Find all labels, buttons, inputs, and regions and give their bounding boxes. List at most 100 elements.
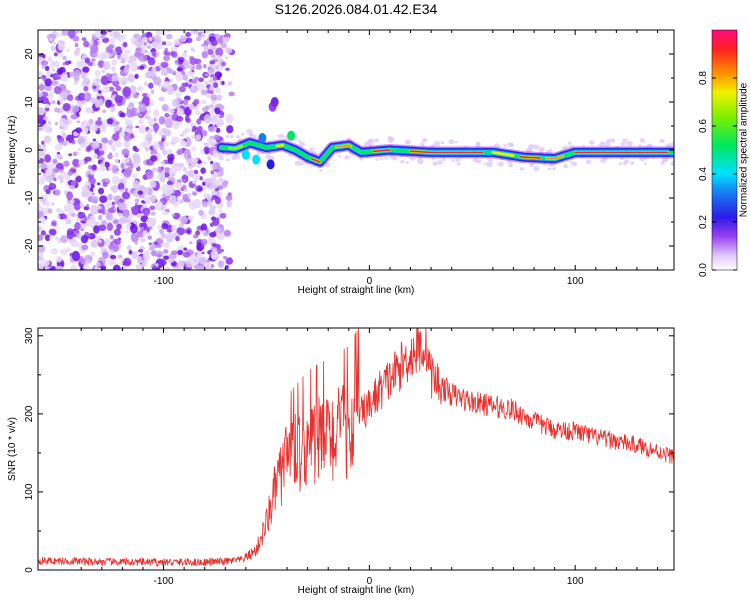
track-halo — [528, 144, 534, 149]
noise-speckle — [121, 148, 130, 156]
noise-speckle — [123, 132, 132, 142]
noise-speckle — [126, 108, 135, 118]
noise-speckle — [45, 189, 51, 195]
noise-speckle — [225, 47, 233, 54]
noise-speckle — [181, 82, 186, 87]
noise-speckle — [134, 198, 140, 203]
noise-speckle — [76, 120, 81, 124]
track-halo — [456, 162, 461, 166]
track-halo — [405, 161, 409, 164]
noise-speckle — [180, 216, 189, 225]
noise-speckle — [142, 55, 148, 61]
noise-speckle — [51, 68, 56, 72]
noise-speckle — [211, 54, 216, 59]
noise-speckle — [143, 41, 147, 46]
track-halo — [299, 161, 305, 166]
noise-speckle — [138, 103, 147, 112]
noise-speckle — [85, 259, 90, 264]
noise-speckle — [47, 120, 52, 125]
noise-speckle — [38, 251, 44, 258]
noise-speckle — [38, 205, 44, 212]
track-halo — [569, 160, 573, 164]
noise-speckle — [144, 72, 150, 79]
track-halo — [455, 158, 460, 162]
noise-speckle — [123, 141, 131, 149]
noise-speckle — [38, 225, 42, 233]
noise-speckle — [161, 223, 169, 230]
noise-speckle — [111, 75, 119, 82]
spectrogram-y-tick-label: -20 — [24, 238, 35, 253]
noise-speckle — [135, 125, 140, 129]
noise-speckle — [82, 66, 90, 73]
noise-speckle — [112, 124, 121, 132]
noise-speckle — [176, 108, 184, 116]
noise-speckle — [141, 32, 147, 37]
noise-speckle — [49, 37, 54, 42]
noise-speckle — [47, 93, 54, 100]
noise-speckle — [179, 141, 186, 146]
noise-speckle — [152, 141, 160, 151]
noise-speckle — [117, 254, 123, 259]
noise-speckle — [49, 265, 57, 270]
noise-speckle — [153, 122, 160, 131]
noise-speckle — [124, 118, 133, 126]
noise-speckle — [96, 182, 101, 186]
noise-speckle — [90, 239, 99, 248]
noise-speckle — [134, 37, 143, 48]
noise-speckle — [73, 80, 78, 86]
noise-speckle — [100, 34, 106, 40]
noise-speckle — [196, 118, 202, 125]
noise-speckle — [89, 97, 96, 104]
noise-speckle — [99, 195, 108, 204]
noise-speckle — [192, 180, 196, 184]
noise-speckle — [87, 255, 94, 261]
noise-speckle — [66, 230, 74, 240]
noise-speckle — [101, 265, 107, 270]
noise-speckle — [202, 160, 207, 165]
noise-speckle — [208, 208, 216, 216]
noise-speckle — [111, 175, 120, 185]
noise-speckle — [179, 34, 187, 43]
noise-speckle — [188, 165, 193, 170]
noise-speckle — [218, 209, 223, 213]
noise-speckle — [120, 188, 125, 193]
signal-core — [276, 144, 284, 147]
noise-speckle — [105, 73, 111, 78]
noise-speckle — [214, 87, 221, 94]
noise-speckle — [148, 226, 153, 230]
noise-speckle — [108, 244, 115, 250]
noise-speckle — [204, 73, 209, 77]
noise-speckle — [200, 32, 206, 39]
noise-speckle — [193, 169, 199, 175]
noise-speckle — [69, 71, 75, 78]
noise-speckle — [177, 148, 184, 155]
noise-speckle — [38, 71, 43, 77]
noise-speckle — [120, 130, 126, 137]
noise-speckle — [214, 196, 221, 205]
signal-blob — [266, 159, 275, 170]
noise-speckle — [121, 265, 127, 270]
snr-frame — [37, 327, 675, 571]
noise-speckle — [146, 132, 153, 141]
noise-speckle — [98, 224, 107, 232]
track-halo — [660, 161, 665, 165]
noise-speckle — [69, 199, 75, 205]
noise-speckle — [131, 250, 138, 259]
noise-speckle — [155, 65, 161, 72]
noise-speckle — [148, 242, 153, 246]
noise-speckle — [188, 65, 193, 69]
noise-speckle — [190, 79, 198, 84]
noise-speckle — [183, 229, 187, 234]
noise-speckle — [101, 69, 105, 74]
noise-speckle — [158, 116, 166, 125]
track-halo — [229, 135, 234, 139]
noise-speckle — [100, 246, 105, 251]
noise-speckle — [76, 47, 81, 51]
noise-speckle — [180, 191, 185, 197]
noise-speckle — [224, 265, 229, 270]
noise-speckle — [66, 191, 74, 201]
noise-speckle — [49, 236, 53, 240]
noise-speckle — [210, 39, 218, 46]
noise-speckle — [200, 148, 205, 154]
noise-speckle — [61, 214, 68, 220]
